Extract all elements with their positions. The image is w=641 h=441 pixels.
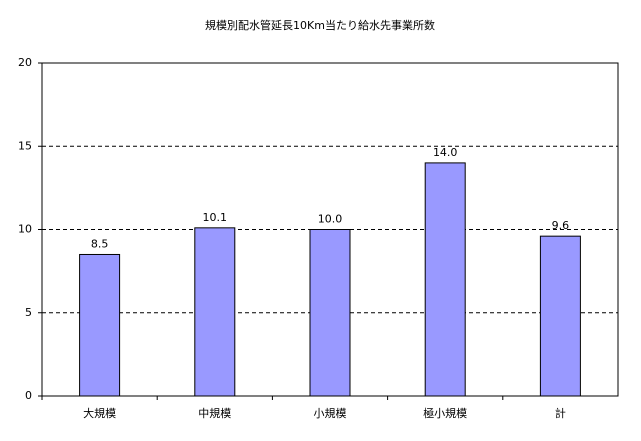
y-tick-label: 5 [25,306,32,319]
value-label: 9.6 [552,219,570,232]
bar [79,253,121,397]
x-tick-label: 極小規模 [423,406,467,420]
value-label: 8.5 [91,237,109,250]
y-tick-label: 0 [25,389,32,402]
x-tick-label: 計 [555,406,566,420]
value-label: 14.0 [433,146,458,159]
chart-title: 規模別配水管延長10Km当たり給水先事業所数 [205,18,435,32]
y-tick-label: 10 [18,223,32,236]
bar [194,227,236,397]
bar [539,235,581,397]
bar [424,162,466,397]
x-tick-label: 中規模 [198,406,231,420]
bar [309,229,351,397]
y-tick-label: 20 [18,56,32,69]
value-label: 10.1 [203,211,228,224]
value-label: 10.0 [318,213,343,226]
x-tick-label: 大規模 [83,406,116,420]
x-tick-label: 小規模 [314,406,347,420]
y-tick-label: 15 [18,139,32,152]
